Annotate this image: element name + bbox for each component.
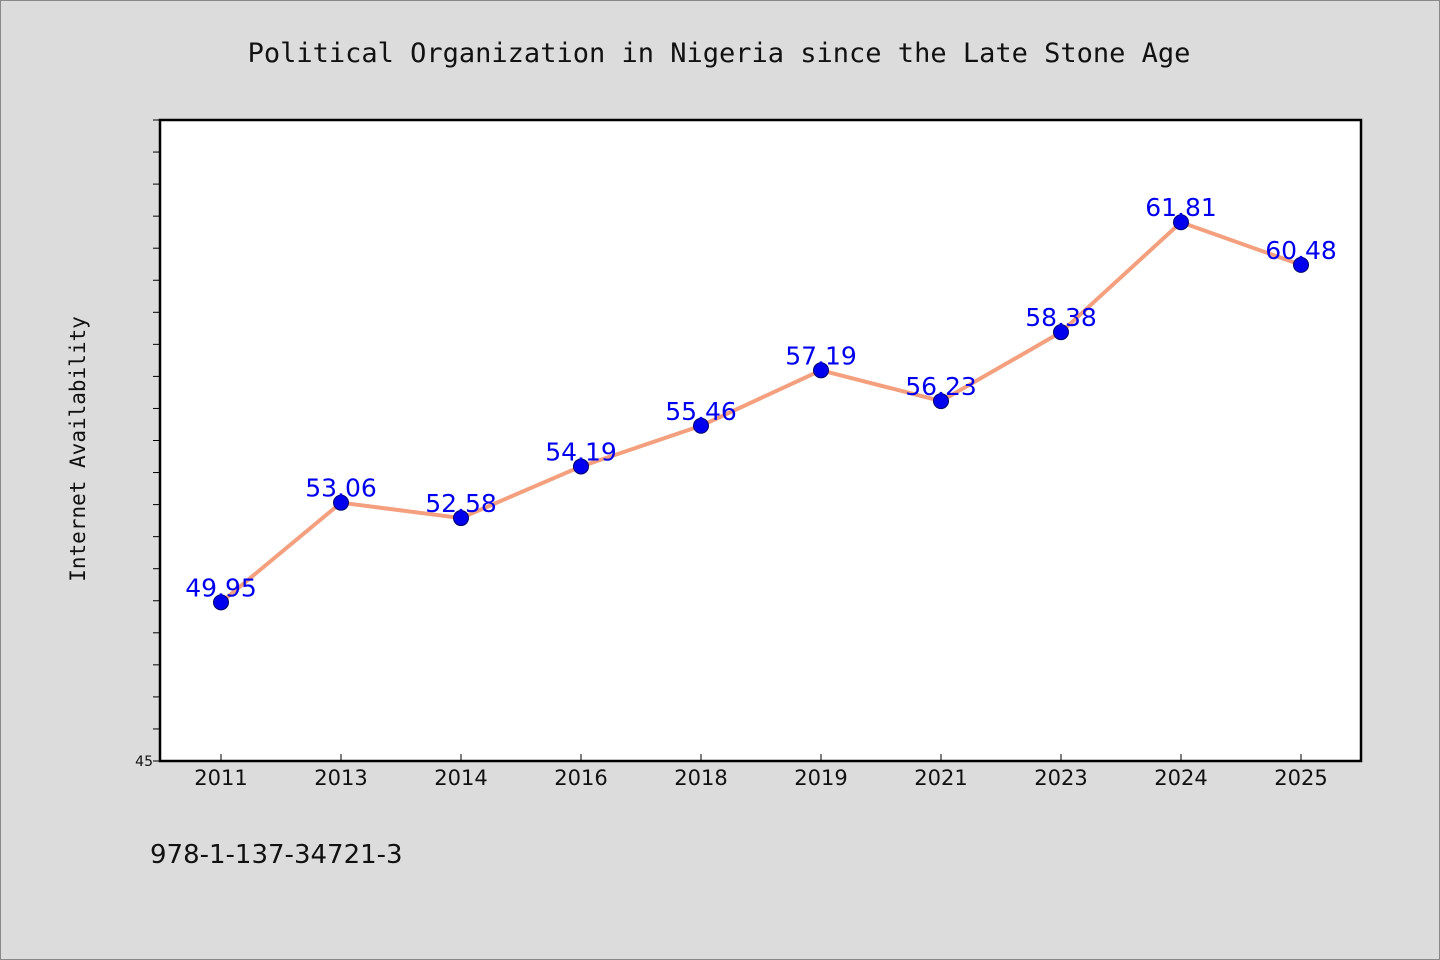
data-label: 57.19 bbox=[785, 341, 857, 370]
data-point bbox=[813, 362, 829, 379]
data-point bbox=[693, 417, 709, 434]
data-point bbox=[573, 458, 589, 475]
data-point bbox=[1173, 214, 1189, 231]
y-axis-ticks: 45 bbox=[135, 119, 160, 770]
y-axis-label: Internet Availability bbox=[66, 316, 90, 582]
x-tick-label: 2013 bbox=[314, 766, 367, 790]
x-tick-label: 2014 bbox=[434, 766, 487, 790]
data-label: 56.23 bbox=[905, 372, 977, 401]
x-tick-label: 2016 bbox=[554, 766, 607, 790]
data-point bbox=[333, 494, 349, 511]
data-label: 60.48 bbox=[1265, 236, 1337, 265]
data-point bbox=[1293, 256, 1309, 273]
x-axis-ticks: 2011 2013 2014 2016 2018 2019 2021 2023 2024 2025 bbox=[194, 754, 1328, 790]
data-label: 54.19 bbox=[545, 437, 617, 466]
series-layer bbox=[213, 214, 1309, 611]
data-label: 52.58 bbox=[425, 489, 497, 518]
x-tick-label: 2024 bbox=[1154, 766, 1207, 790]
data-labels-layer: 49.95 53.06 52.58 54.19 55.46 57.19 56.23 58.38… bbox=[185, 193, 1337, 602]
x-tick-label: 2021 bbox=[914, 766, 967, 790]
x-tick-label: 2018 bbox=[674, 766, 727, 790]
data-point bbox=[213, 594, 229, 611]
data-point bbox=[1053, 324, 1069, 341]
series-line bbox=[219, 220, 1303, 605]
footer-isbn: 978-1-137-34721-3 bbox=[150, 840, 403, 870]
x-tick-label: 2023 bbox=[1034, 766, 1087, 790]
x-tick-label: 2011 bbox=[194, 766, 247, 790]
chart-title: Political Organization in Nigeria since … bbox=[248, 38, 1191, 69]
x-tick-label: 2019 bbox=[794, 766, 847, 790]
data-point bbox=[453, 510, 469, 527]
x-tick-label: 2025 bbox=[1274, 766, 1327, 790]
data-label: 55.46 bbox=[665, 397, 737, 426]
data-label: 61.81 bbox=[1145, 193, 1217, 222]
y-tick-label: 45 bbox=[135, 754, 153, 770]
data-label: 58.38 bbox=[1025, 303, 1097, 332]
data-point bbox=[933, 393, 949, 410]
plot-area bbox=[158, 118, 1363, 763]
data-label: 49.95 bbox=[185, 573, 257, 602]
data-label: 53.06 bbox=[305, 474, 377, 503]
